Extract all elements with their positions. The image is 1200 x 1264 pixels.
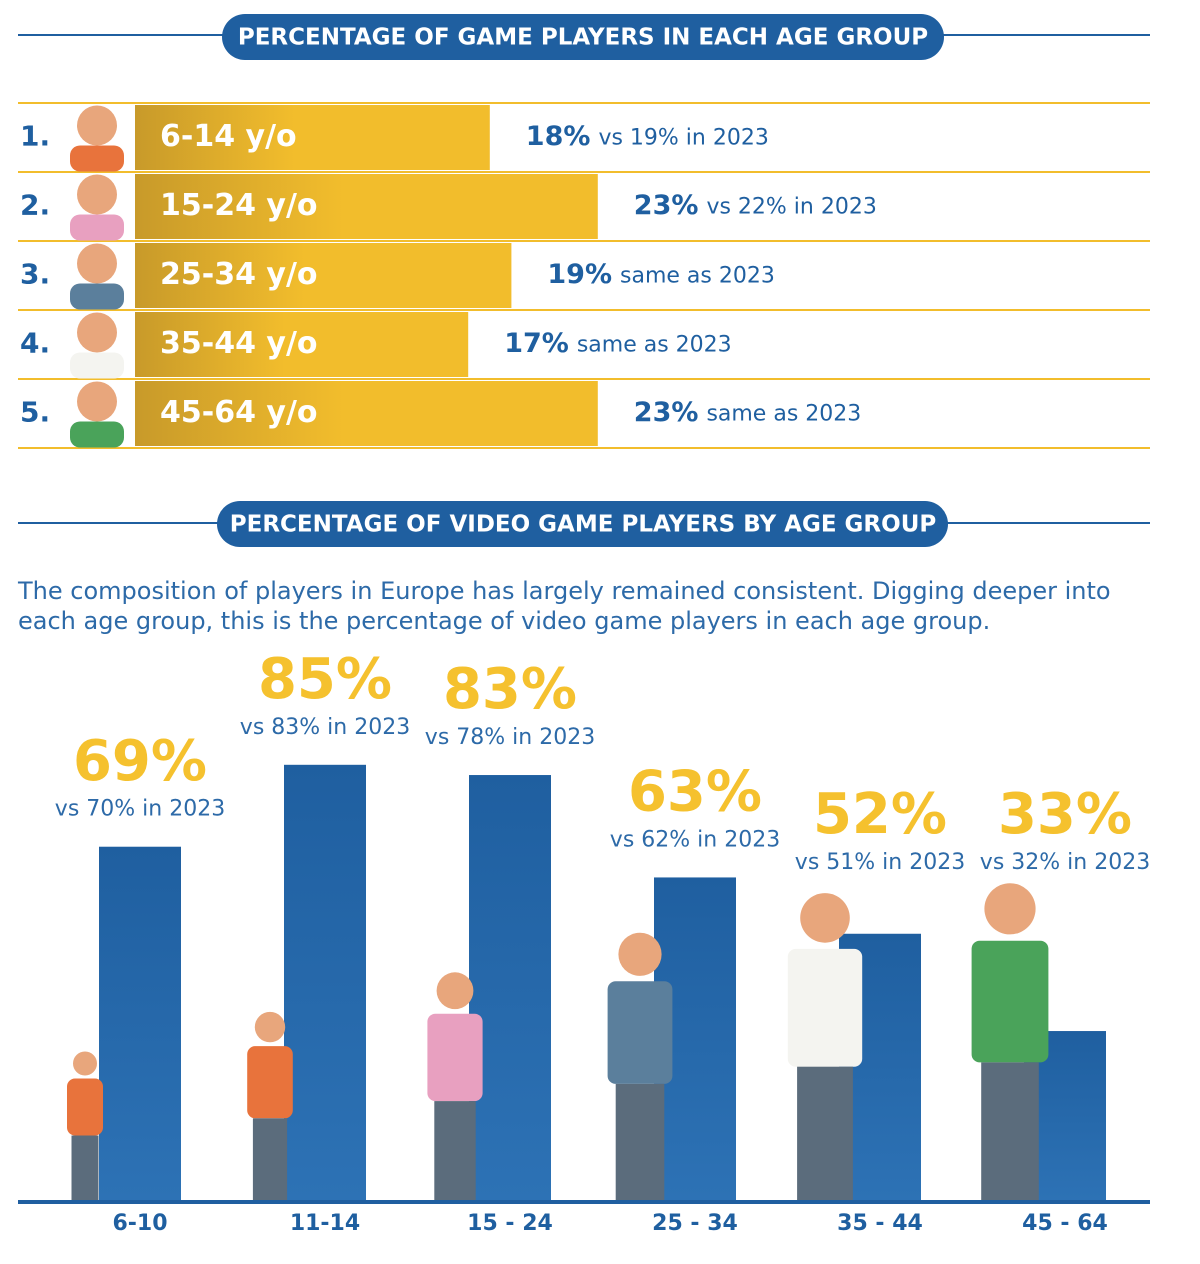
bar [135,312,469,377]
bar [99,846,181,1200]
rank-label: 3. [20,258,50,291]
value-label: 23% [634,397,699,428]
avatar-body [70,421,124,448]
avatar [77,105,117,146]
figure-body [971,940,1049,1063]
avatar-body [70,352,124,379]
title-pill [217,501,948,547]
figure-body [67,1078,103,1136]
value-label: 18% [526,121,591,152]
bar [135,381,598,446]
chart-title: PERCENTAGE OF VIDEO GAME PLAYERS BY AGE … [230,512,936,538]
figure-body [787,948,863,1067]
avatar-body [70,214,124,241]
note: vs 19% in 2023 [598,126,768,151]
subtitle: The composition of players in Europe has… [18,577,1111,635]
rank-label: 1. [20,120,50,153]
rank-label: 5. [20,396,50,429]
category-label: 25-34 y/o [160,257,318,292]
note: vs 22% in 2023 [706,195,876,220]
note: vs 78% in 2023 [425,725,595,750]
note: vs 32% in 2023 [980,850,1150,875]
figure-head [254,1011,286,1043]
value-label: 17% [504,328,569,359]
rank-label: 2. [20,189,50,222]
figure-head [984,883,1036,935]
figure-legs [615,1083,665,1200]
figure-legs [252,1118,288,1200]
category-label: 6-10 [112,1211,167,1236]
category-label: 15 - 24 [467,1211,553,1236]
value-label: 85% [258,647,392,712]
value-label: 23% [634,190,699,221]
category-label: 45-64 y/o [160,395,318,430]
figure-head [436,972,474,1010]
rank-label: 4. [20,327,50,360]
figure-body [247,1046,293,1119]
category-label: 45 - 64 [1022,1211,1108,1236]
note: vs 62% in 2023 [610,827,780,852]
note: vs 51% in 2023 [795,850,965,875]
category-label: 11-14 [290,1211,360,1236]
figure-body [427,1013,483,1102]
bar [135,105,490,170]
category-label: 25 - 34 [652,1211,738,1236]
figure-legs [981,1062,1039,1200]
category-label: 6-14 y/o [160,119,297,154]
note: vs 70% in 2023 [55,797,225,822]
category-label: 35-44 y/o [160,326,318,361]
bar [135,174,598,239]
avatar-body [70,283,124,310]
value-label: 33% [998,782,1132,847]
value-label: 52% [813,782,947,847]
avatar [77,243,117,284]
category-label: 35 - 44 [837,1211,923,1236]
title-pill [222,14,944,60]
value-label: 69% [73,729,207,794]
avatar [77,312,117,353]
figure-legs [797,1066,853,1200]
bar [135,243,512,308]
figure-legs [71,1135,99,1200]
avatar-body [70,145,124,172]
avatar [77,174,117,215]
chart-title: PERCENTAGE OF GAME PLAYERS IN EACH AGE G… [238,25,928,51]
value-label: 83% [443,657,577,722]
note: same as 2023 [577,333,732,358]
category-label: 15-24 y/o [160,188,318,223]
note: same as 2023 [620,264,775,289]
value-label: 63% [628,760,762,825]
note: vs 83% in 2023 [240,715,410,740]
bar [469,775,551,1200]
figure-head [73,1051,97,1076]
figure-head [618,932,662,976]
avatar [77,381,117,422]
figure-legs [434,1101,476,1200]
note: same as 2023 [706,402,861,427]
figure-head [800,893,850,943]
figure-body [607,981,673,1084]
bar [284,764,366,1200]
value-label: 19% [547,259,612,290]
